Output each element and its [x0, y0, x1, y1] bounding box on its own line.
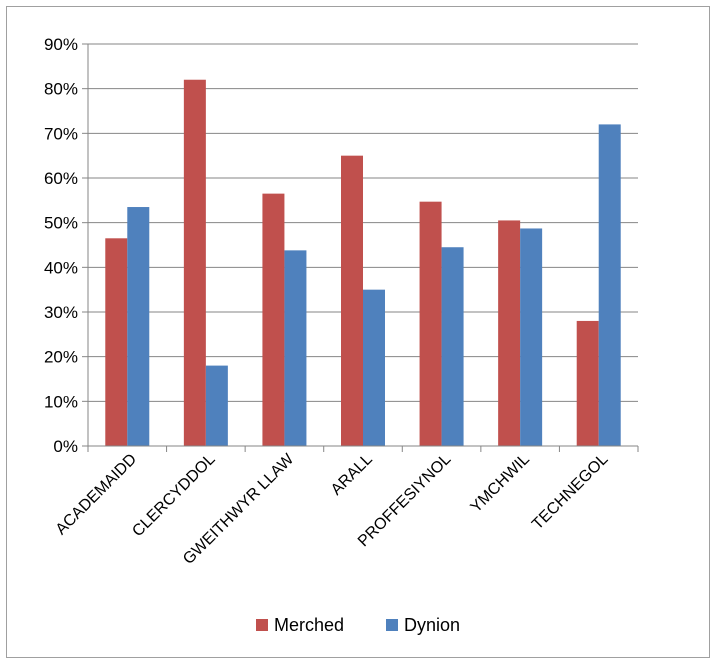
x-category-label: ARALL	[328, 451, 376, 499]
y-tick-label: 60%	[44, 169, 78, 188]
bar-dynion	[520, 228, 543, 446]
bar-dynion	[284, 250, 307, 446]
x-category-label: ACADEMAIDD	[53, 451, 140, 538]
bar-merched	[498, 220, 521, 446]
legend: Merched Dynion	[256, 615, 460, 635]
bar-merched	[105, 238, 128, 446]
y-tick-label: 50%	[44, 214, 78, 233]
legend-label-merched: Merched	[274, 615, 344, 635]
y-tick-label: 10%	[44, 392, 78, 411]
bar-dynion	[363, 289, 385, 446]
bar-merched	[341, 155, 363, 446]
legend-swatch-dynion	[386, 619, 398, 631]
bar-merched	[183, 79, 206, 446]
y-tick-label: 70%	[44, 124, 78, 143]
bar-dynion	[441, 247, 464, 446]
x-category-label: TECHNEGOL	[529, 451, 611, 533]
legend-label-dynion: Dynion	[404, 615, 460, 635]
y-tick-label: 20%	[44, 348, 78, 367]
y-tick-label: 90%	[44, 35, 78, 54]
legend-swatch-merched	[256, 619, 268, 631]
y-axis-tick-labels: 0% 10% 20% 30% 40% 50% 60% 70% 80% 90%	[44, 35, 78, 456]
bar-merched	[576, 320, 599, 446]
x-category-label: YMCHWIL	[468, 451, 534, 517]
bars	[105, 79, 621, 447]
y-tick-label: 30%	[44, 303, 78, 322]
y-tick-label: 0%	[53, 437, 78, 456]
y-tick-label: 80%	[44, 80, 78, 99]
bar-dynion	[598, 124, 621, 447]
x-category-label: CLERCYDDOL	[129, 451, 218, 540]
bar-merched	[419, 201, 442, 446]
axes	[87, 44, 639, 452]
bar-dynion	[127, 207, 150, 446]
bar-merched	[262, 193, 285, 446]
y-tick-label: 40%	[44, 258, 78, 277]
bar-dynion	[205, 365, 228, 446]
